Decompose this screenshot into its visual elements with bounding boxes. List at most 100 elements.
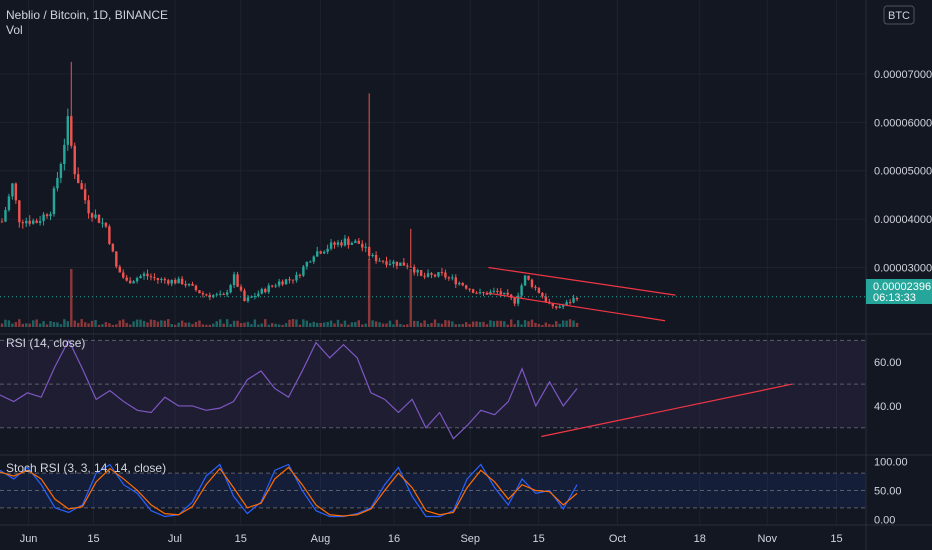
candle-body xyxy=(257,294,259,296)
volume-bar xyxy=(240,323,242,327)
candle-body xyxy=(313,257,315,262)
candle-body xyxy=(465,285,467,288)
volume-bar xyxy=(129,325,131,327)
candle-body xyxy=(378,261,380,262)
volume-bar xyxy=(191,324,193,327)
candle-body xyxy=(70,116,72,146)
stoch-tick-label: 50.00 xyxy=(874,486,902,498)
candle-body xyxy=(326,249,328,252)
candle-body xyxy=(444,273,446,278)
price-badge-countdown: 06:13:33 xyxy=(873,292,916,304)
volume-bar xyxy=(427,324,429,327)
volume-bar xyxy=(198,321,200,327)
volume-bar xyxy=(361,324,363,327)
volume-bar xyxy=(91,321,93,327)
volume-bar xyxy=(385,324,387,327)
volume-bar xyxy=(257,324,259,327)
candle-body xyxy=(98,215,100,223)
volume-bar xyxy=(125,323,127,327)
volume-bar xyxy=(132,321,134,327)
candle-body xyxy=(150,276,152,277)
candle-body xyxy=(233,274,235,285)
candle-body xyxy=(358,241,360,244)
candle-body xyxy=(181,279,183,284)
volume-bar xyxy=(105,322,107,327)
volume-bar xyxy=(468,324,470,327)
candle-body xyxy=(63,145,65,164)
volume-bar xyxy=(465,322,467,327)
candle-body xyxy=(475,293,477,294)
volume-bar xyxy=(226,319,228,327)
volume-bar xyxy=(281,325,283,327)
volume-bar xyxy=(365,324,367,327)
volume-bar xyxy=(486,324,488,327)
candle-body xyxy=(281,281,283,284)
candle-body xyxy=(520,285,522,295)
candle-body xyxy=(129,281,131,284)
volume-bar xyxy=(423,320,425,327)
candle-body xyxy=(94,215,96,218)
rsi-tick-label: 60.00 xyxy=(874,357,902,369)
candle-body xyxy=(240,287,242,291)
volume-bar xyxy=(378,322,380,327)
candle-body xyxy=(243,291,245,302)
volume-bar xyxy=(558,324,560,327)
candle-body xyxy=(119,267,121,273)
volume-bar xyxy=(527,321,529,327)
candle-body xyxy=(22,222,24,223)
volume-bar xyxy=(108,323,110,327)
candle-body xyxy=(534,287,536,288)
x-tick-label: Aug xyxy=(311,533,331,545)
volume-bar xyxy=(323,323,325,327)
candle-body xyxy=(261,289,263,294)
candle-body xyxy=(247,298,249,302)
volume-bar xyxy=(337,320,339,327)
candle-body xyxy=(468,289,470,290)
candle-body xyxy=(222,294,224,295)
candle-body xyxy=(205,294,207,295)
candle-body xyxy=(28,221,30,224)
volume-bar xyxy=(209,325,211,327)
candle-body xyxy=(60,164,62,178)
volume-bar xyxy=(77,323,79,327)
candle-body xyxy=(455,277,457,284)
y-tick-label: 0.00007000 xyxy=(874,69,932,81)
candle-body xyxy=(385,261,387,265)
volume-bar xyxy=(302,319,304,327)
y-tick-label: 0.00006000 xyxy=(874,117,932,129)
candle-body xyxy=(39,221,41,223)
rsi-pane[interactable] xyxy=(0,340,866,438)
volume-bar xyxy=(171,324,173,327)
candle-body xyxy=(4,210,6,222)
volume-bar xyxy=(326,322,328,327)
candle-body xyxy=(479,292,481,293)
rsi-title: RSI (14, close) xyxy=(6,336,85,350)
candle-body xyxy=(254,296,256,297)
x-tick-label: 15 xyxy=(87,533,99,545)
volume-bar xyxy=(316,323,318,327)
volume-bar xyxy=(371,320,373,327)
candle-body xyxy=(545,297,547,302)
candle-body xyxy=(437,272,439,276)
candle-body xyxy=(160,279,162,280)
candle-body xyxy=(565,302,567,305)
candle-body xyxy=(146,274,148,277)
currency-badge[interactable]: BTC xyxy=(884,6,914,24)
volume-bar xyxy=(292,319,294,327)
candle-body xyxy=(441,272,443,273)
x-tick-label: 16 xyxy=(388,533,400,545)
volume-bar xyxy=(545,323,547,327)
volume-bar xyxy=(517,320,519,327)
channel-trendline xyxy=(488,268,675,296)
volume-bar xyxy=(358,320,360,327)
volume-bar xyxy=(413,321,415,327)
candle-body xyxy=(191,284,193,286)
volume-bar xyxy=(396,320,398,327)
candle-body xyxy=(347,238,349,244)
price-pane[interactable] xyxy=(0,62,866,321)
candle-body xyxy=(389,264,391,265)
volume-bar xyxy=(406,324,408,327)
x-tick-label: Oct xyxy=(609,533,626,545)
candle-body xyxy=(202,293,204,294)
